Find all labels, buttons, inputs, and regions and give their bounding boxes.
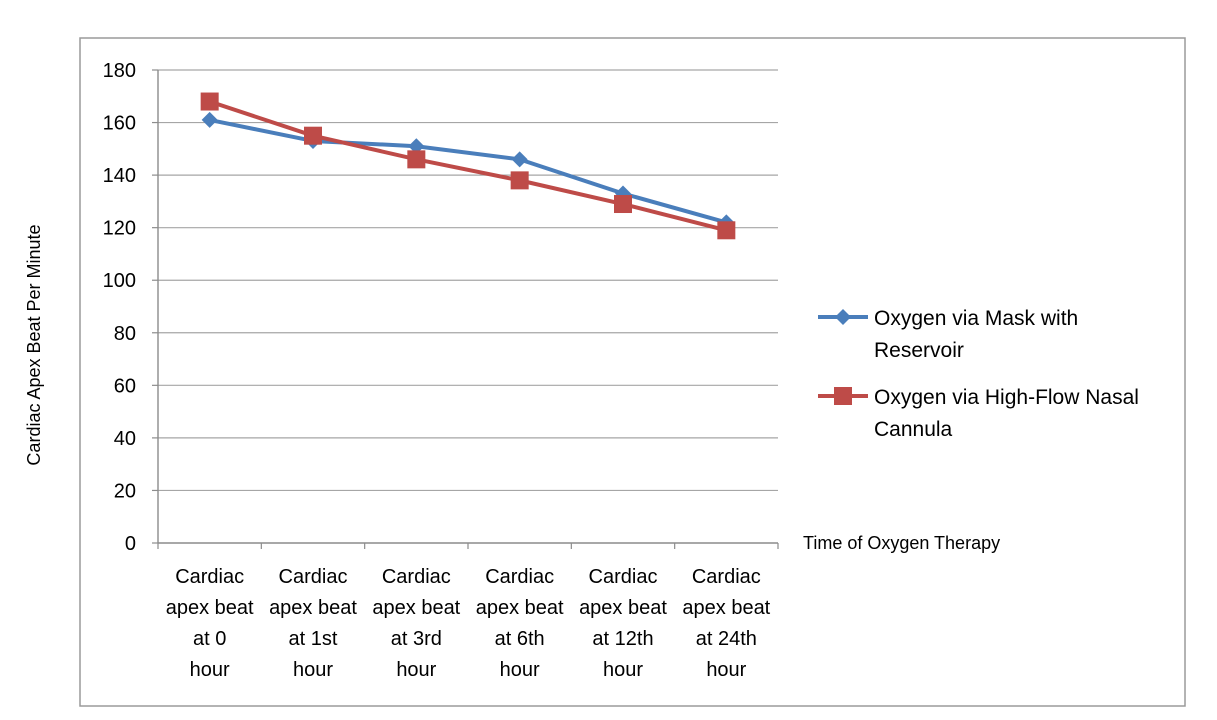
x-tick-label-line: Cardiac [485,566,554,588]
series-2 [200,92,736,240]
gridlines [158,69,778,492]
x-tick-label-line: apex beat [682,597,770,619]
x-tick-label-line: hour [706,659,746,681]
y-axis-title: Cardiac Apex Beat Per Minute [24,224,44,465]
x-tick-label-line: Cardiac [589,566,658,588]
x-tick-label: Cardiac apex beat at 6th hour [476,566,564,681]
x-tick-label-line: hour [500,659,540,681]
legend-label-line: Oxygen via Mask with [874,307,1078,330]
y-tick-label: 120 [103,218,136,240]
x-tick-label-line: at 24th [696,628,757,650]
data-point [407,150,426,169]
x-tick-label-line: apex beat [269,597,357,619]
legend-label-line: Oxygen via High-Flow Nasal [874,386,1139,409]
y-tick-label: 20 [114,480,136,502]
x-tick-label-line: apex beat [476,597,564,619]
x-tick-label-line: at 12th [592,628,653,650]
legend-marker [835,309,851,325]
x-tick-label: Cardiac apex beat at 24th hour [682,566,770,681]
x-tick-label-line: at 0 [193,628,226,650]
x-tick-label-line: hour [190,659,230,681]
x-tick-label-line: at 1st [289,628,338,650]
legend-label: Oxygen via Mask with Reservoir [874,307,1078,362]
x-tick-label-line: Cardiac [279,566,348,588]
x-tick-label-line: Cardiac [382,566,451,588]
x-tick-label-line: hour [396,659,436,681]
x-tick-label-line: Cardiac [175,566,244,588]
data-point [511,151,528,168]
x-tick-label-line: hour [293,659,333,681]
chart-frame [79,37,1186,707]
legend-marker [834,387,852,405]
x-tick-label-line: Cardiac [692,566,761,588]
data-point [614,195,632,214]
x-tick-label-line: hour [603,659,643,681]
y-tick-label: 60 [114,375,136,397]
x-tick-label-line: apex beat [372,597,460,619]
y-tick-label: 0 [125,533,136,555]
data-point [304,126,322,145]
series-line [209,99,727,233]
x-tick-label: Cardiac apex beat at 1st hour [269,566,357,681]
x-tick-label-line: at 3rd [391,628,442,650]
y-tick-label: 80 [114,323,136,345]
axes: 0 20 40 60 80 100 120 140 160 180 Cardiac apex beat… [103,60,779,681]
data-point [200,92,219,111]
y-tick-label: 180 [103,60,136,82]
data-point [510,171,529,190]
y-tick-label: 100 [103,270,136,292]
x-tick-label-line: at 6th [495,628,545,650]
x-tick-label: Cardiac apex beat at 3rd hour [372,566,460,681]
x-tick-label: Cardiac apex beat at 12th hour [579,566,667,681]
x-tick-label: Cardiac apex beat at 0 hour [166,566,254,681]
series-lines [200,92,736,240]
data-point [201,111,218,128]
legend-label-line: Reservoir [874,339,964,362]
y-tick-label: 40 [114,428,136,450]
data-point [717,221,736,240]
series-line [209,117,727,225]
x-axis-title: Time of Oxygen Therapy [803,533,1000,553]
data-point [408,138,425,155]
y-tick-label: 140 [103,165,136,187]
y-tick-label: 160 [103,113,136,135]
legend-label-line: Cannula [874,418,953,441]
x-tick-label-line: apex beat [579,597,667,619]
legend-label: Oxygen via High-Flow Nasal Cannula [874,386,1139,441]
x-tick-label-line: apex beat [166,597,254,619]
